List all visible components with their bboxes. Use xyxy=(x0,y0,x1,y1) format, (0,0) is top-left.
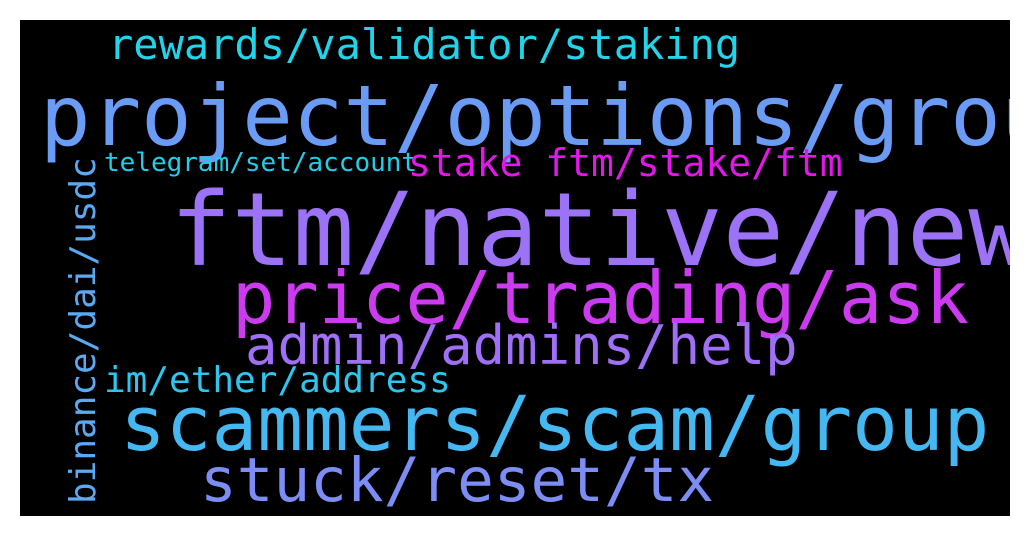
word-project-options-group: project/options/group xyxy=(40,67,1010,165)
word-stake-ftm: stake ftm/stake/ftm xyxy=(408,141,843,185)
word-cloud-canvas: rewards/validator/staking project/option… xyxy=(20,20,1010,516)
word-admin-admins-help: admin/admins/help xyxy=(245,314,798,377)
word-rewards-validator-staking: rewards/validator/staking xyxy=(108,20,741,69)
word-price-trading-ask: price/trading/ask xyxy=(232,256,969,340)
word-binance-dai-usdc: binance/dai/usdc xyxy=(63,157,104,504)
word-stuck-reset-tx: stuck/reset/tx xyxy=(200,445,715,516)
word-im-ether-address: im/ether/address xyxy=(104,360,451,401)
word-scammers-scam-group: scammers/scam/group xyxy=(120,379,990,468)
word-telegram-set-account: telegram/set/account xyxy=(104,148,418,178)
word-ftm-native-new: ftm/native/new xyxy=(170,171,1010,290)
